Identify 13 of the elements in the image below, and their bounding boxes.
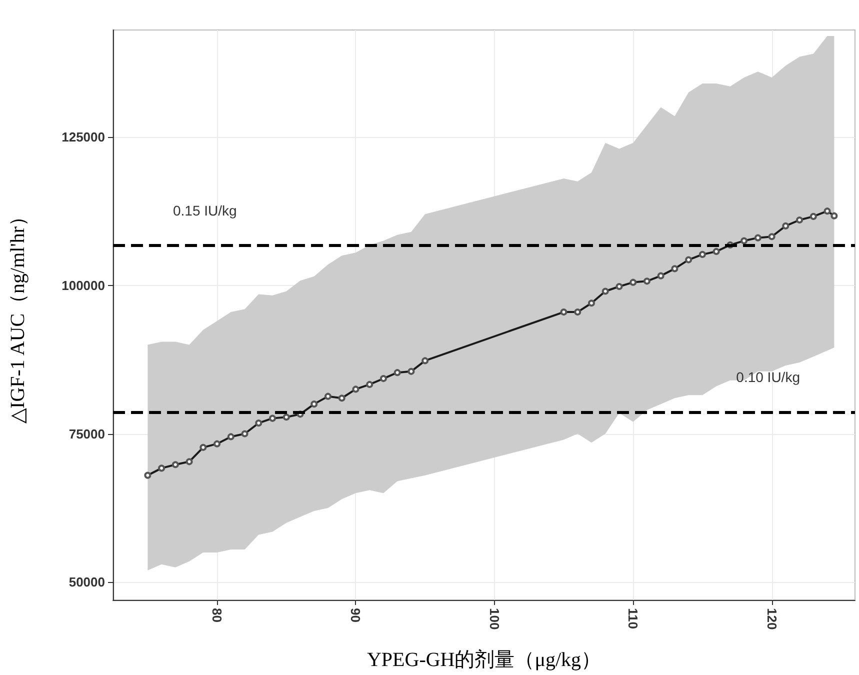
y-tick-label: 125000 [62,129,105,144]
ref-line-label: 0.10 IU/kg [736,368,800,385]
y-tick-label: 50000 [68,574,105,590]
x-tick-label: 90 [348,608,364,622]
y-tick-label: 75000 [68,426,105,442]
y-axis-title: △IGF-1 AUC（ng/ml'hr） [7,206,29,424]
x-tick-label: 80 [210,608,225,622]
x-tick-label: 120 [764,608,780,630]
ref-line-label: 0.15 IU/kg [173,202,237,219]
x-tick-label: 110 [626,608,641,629]
x-axis-title: YPEG-GH的剂量（μg/kg） [366,649,602,671]
x-tick-label: 100 [486,608,502,630]
y-tick-label: 100000 [62,278,105,293]
